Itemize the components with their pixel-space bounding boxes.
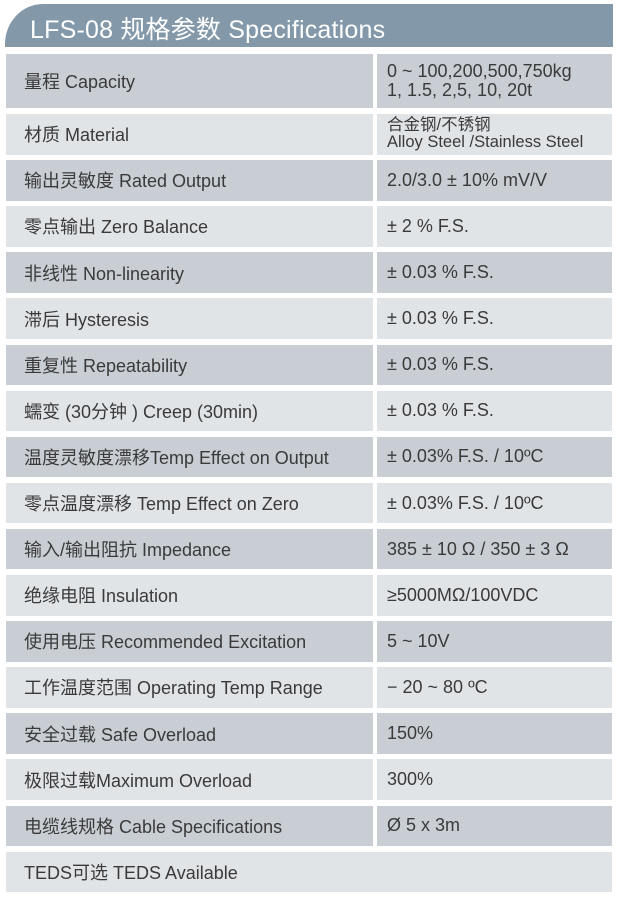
table-row: 安全过载 Safe Overload 150% bbox=[6, 713, 612, 754]
spec-value-line: ± 0.03 % F.S. bbox=[387, 354, 494, 375]
spec-value-line-2: 1, 1.5, 2,5, 10, 20t bbox=[387, 80, 533, 100]
spec-value-line-2: Alloy Steel /Stainless Steel bbox=[387, 133, 584, 152]
spec-value-line: ± 0.03 % F.S. bbox=[387, 262, 494, 283]
spec-value-line: Ø 5 x 3m bbox=[387, 815, 461, 836]
spec-label: 使用电压 Recommended Excitation bbox=[6, 621, 373, 662]
spec-label: 材质 Material bbox=[6, 114, 373, 155]
spec-value: 5 ~ 10V bbox=[377, 621, 612, 662]
spec-value-line: ± 0.03% F.S. / 10ºC bbox=[387, 446, 544, 467]
spec-value: 300% bbox=[377, 759, 612, 800]
spec-value-line: ± 0.03% F.S. / 10ºC bbox=[387, 492, 544, 513]
spec-label: 极限过载Maximum Overload bbox=[6, 759, 373, 800]
table-row: 输入/输出阻抗 Impedance 385 ± 10 Ω / 350 ± 3 Ω bbox=[6, 528, 612, 570]
table-row: 重复性 Repeatability ± 0.03 % F.S. bbox=[6, 344, 612, 385]
table-row: 滞后 Hysteresis ± 0.03 % F.S. bbox=[6, 298, 612, 339]
spec-value: 150% bbox=[377, 713, 612, 754]
page-title: LFS-08 规格参数 Specifications bbox=[30, 16, 386, 44]
spec-label: 滞后 Hysteresis bbox=[6, 298, 373, 339]
table-row: 输出灵敏度 Rated Output 2.0/3.0 ± 10% mV/V bbox=[6, 160, 612, 201]
table-row: 电缆线规格 Cable Specifications Ø 5 x 3m bbox=[6, 805, 612, 846]
spec-value-line: 300% bbox=[387, 769, 434, 790]
table-row: TEDS可选 TEDS Available bbox=[6, 851, 612, 893]
table-row: 材质 Material 合金钢/不锈钢 Alloy Steel /Stainless… bbox=[6, 114, 612, 155]
spec-label: 重复性 Repeatability bbox=[6, 344, 373, 385]
table-row: 使用电压 Recommended Excitation 5 ~ 10V bbox=[6, 621, 612, 662]
spec-header: LFS-08 规格参数 Specifications bbox=[5, 4, 613, 47]
spec-label: 电缆线规格 Cable Specifications bbox=[6, 805, 373, 846]
spec-value: 合金钢/不锈钢 Alloy Steel /Stainless Steel bbox=[377, 114, 612, 155]
spec-label: TEDS可选 TEDS Available bbox=[6, 851, 612, 893]
table-row: 绝缘电阻 Insulation ≥5000MΩ/100VDC bbox=[6, 575, 612, 616]
spec-value-line: ± 2 % F.S. bbox=[387, 215, 469, 236]
spec-value: Ø 5 x 3m bbox=[377, 805, 612, 846]
spec-value-line: 0 ~ 100,200,500,750kg bbox=[387, 61, 572, 81]
spec-label: 工作温度范围 Operating Temp Range bbox=[6, 667, 373, 708]
spec-label: 温度灵敏度漂移Temp Effect on Output bbox=[6, 436, 373, 478]
spec-label: 非线性 Non-linearity bbox=[6, 252, 373, 293]
spec-value: ± 0.03 % F.S. bbox=[377, 298, 612, 339]
spec-value-line: 5 ~ 10V bbox=[387, 630, 450, 651]
spec-value-line: ± 0.03 % F.S. bbox=[387, 400, 494, 421]
spec-value: ± 0.03 % F.S. bbox=[377, 252, 612, 293]
table-row: 极限过载Maximum Overload 300% bbox=[6, 759, 612, 800]
spec-value-line: ± 0.03 % F.S. bbox=[387, 308, 494, 329]
spec-value: − 20 ~ 80 ºC bbox=[377, 667, 612, 708]
spec-value: ± 2 % F.S. bbox=[377, 206, 612, 247]
spec-value: 385 ± 10 Ω / 350 ± 3 Ω bbox=[377, 528, 612, 570]
table-row: 零点输出 Zero Balance ± 2 % F.S. bbox=[6, 206, 612, 247]
spec-value-line: ≥5000MΩ/100VDC bbox=[387, 584, 539, 605]
spec-value-line: 385 ± 10 Ω / 350 ± 3 Ω bbox=[387, 538, 569, 559]
spec-label: 蠕变 (30分钟 ) Creep (30min) bbox=[6, 390, 373, 432]
spec-value-line: 2.0/3.0 ± 10% mV/V bbox=[387, 169, 547, 190]
spec-value: ± 0.03% F.S. / 10ºC bbox=[377, 482, 612, 524]
spec-value: 0 ~ 100,200,500,750kg 1, 1.5, 2,5, 10, 20… bbox=[377, 54, 612, 108]
spec-label: 输出灵敏度 Rated Output bbox=[6, 160, 373, 201]
spec-value: ≥5000MΩ/100VDC bbox=[377, 575, 612, 616]
spec-label: 输入/输出阻抗 Impedance bbox=[6, 528, 373, 570]
spec-value: 2.0/3.0 ± 10% mV/V bbox=[377, 160, 612, 201]
spec-label: 安全过载 Safe Overload bbox=[6, 713, 373, 754]
spec-value-line: 合金钢/不锈钢 bbox=[387, 116, 491, 135]
spec-label: 绝缘电阻 Insulation bbox=[6, 575, 373, 616]
spec-value-line: 150% bbox=[387, 723, 434, 744]
spec-value: ± 0.03% F.S. / 10ºC bbox=[377, 436, 612, 478]
spec-value-line: − 20 ~ 80 ºC bbox=[387, 676, 488, 697]
table-row: 零点温度漂移 Temp Effect on Zero ± 0.03% F.S. /… bbox=[6, 482, 612, 524]
spec-label: 零点温度漂移 Temp Effect on Zero bbox=[6, 482, 373, 524]
spec-label: 零点输出 Zero Balance bbox=[6, 206, 373, 247]
table-row: 量程 Capacity 0 ~ 100,200,500,750kg 1, 1.5, … bbox=[6, 54, 612, 108]
table-row: 温度灵敏度漂移Temp Effect on Output ± 0.03% F.S.… bbox=[6, 436, 612, 478]
spec-value: ± 0.03 % F.S. bbox=[377, 390, 612, 432]
table-row: 非线性 Non-linearity ± 0.03 % F.S. bbox=[6, 252, 612, 293]
spec-value: ± 0.03 % F.S. bbox=[377, 344, 612, 385]
table-row: 蠕变 (30分钟 ) Creep (30min) ± 0.03 % F.S. bbox=[6, 390, 612, 432]
table-row: 工作温度范围 Operating Temp Range − 20 ~ 80 ºC bbox=[6, 667, 612, 708]
spec-label: 量程 Capacity bbox=[6, 54, 373, 108]
